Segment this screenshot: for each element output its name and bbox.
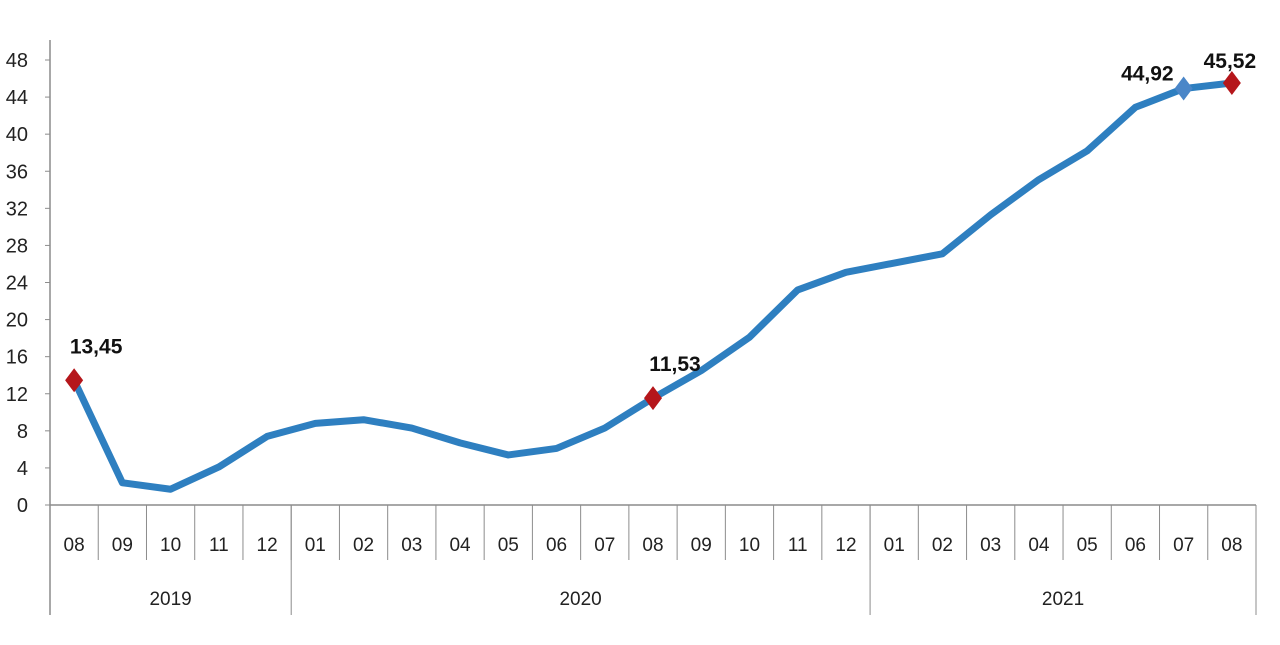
y-tick-label: 4 — [17, 458, 28, 480]
x-tick-label: 12 — [257, 535, 278, 556]
series-line — [74, 83, 1232, 489]
x-tick-label: 06 — [546, 535, 567, 556]
diamond-marker — [1223, 71, 1241, 95]
y-tick-label: 44 — [6, 87, 28, 109]
x-tick-label: 06 — [1125, 535, 1146, 556]
data-label: 44,92 — [1121, 63, 1174, 86]
y-tick-label: 8 — [17, 421, 28, 443]
x-tick-label: 03 — [401, 535, 422, 556]
markers: 13,45 11,53 44,92 45,52 — [65, 50, 1256, 410]
y-tick-label: 20 — [6, 310, 28, 332]
x-tick-label: 10 — [160, 535, 181, 556]
y-tick-label: 28 — [6, 235, 28, 257]
x-tick-label: 04 — [449, 535, 471, 556]
series — [74, 83, 1232, 489]
x-tick-label: 12 — [835, 535, 856, 556]
y-tick-label: 48 — [6, 50, 28, 72]
x-tick-label: 03 — [980, 535, 1001, 556]
x-tick-label: 08 — [1221, 535, 1242, 556]
y-tick-label: 32 — [6, 198, 28, 220]
x-tick-label: 02 — [932, 535, 953, 556]
x-tick-label: 04 — [1028, 535, 1050, 556]
x-tick-label: 05 — [1077, 535, 1098, 556]
axes — [50, 40, 1256, 615]
x-tick-label: 01 — [305, 535, 326, 556]
diamond-marker — [644, 386, 662, 410]
y-tick-label: 40 — [6, 124, 28, 146]
year-label: 2019 — [149, 589, 191, 610]
y-tick-label: 16 — [6, 347, 28, 369]
x-tick-label: 11 — [209, 535, 229, 556]
x-tick-label: 11 — [788, 535, 808, 556]
x-tick-label: 08 — [64, 535, 85, 556]
x-tick-label: 05 — [498, 535, 519, 556]
year-label: 2021 — [1042, 589, 1084, 610]
x-tick-label: 01 — [884, 535, 905, 556]
data-label: 13,45 — [70, 335, 123, 358]
year-label: 2020 — [559, 589, 601, 610]
x-tick-label: 07 — [1173, 535, 1194, 556]
y-tick-label: 12 — [6, 384, 28, 406]
data-label: 11,53 — [649, 353, 700, 376]
x-axis-categories: 08 09 10 11 12 01 02 03 04 05 06 07 08 09 10 11 12 01 02 03… — [64, 505, 1243, 615]
data-label: 45,52 — [1204, 50, 1257, 73]
x-tick-label: 09 — [112, 535, 133, 556]
x-tick-label: 07 — [594, 535, 615, 556]
y-tick-label: 24 — [6, 273, 28, 295]
diamond-marker — [1175, 77, 1193, 101]
x-tick-label: 02 — [353, 535, 374, 556]
y-tick-label: 0 — [17, 495, 28, 517]
x-tick-label: 08 — [642, 535, 663, 556]
x-tick-label: 10 — [739, 535, 760, 556]
y-tick-label: 36 — [6, 161, 28, 183]
x-tick-label: 09 — [691, 535, 712, 556]
